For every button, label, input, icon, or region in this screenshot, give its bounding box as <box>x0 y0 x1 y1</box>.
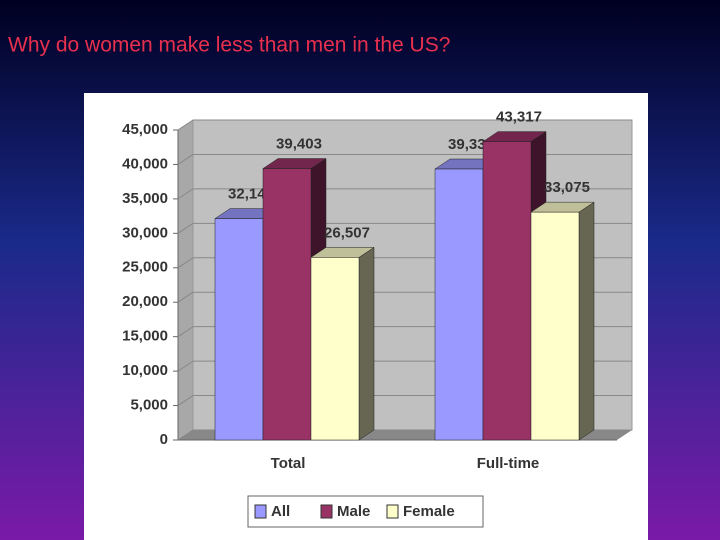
bar-front <box>434 168 484 441</box>
bar-side <box>578 201 595 441</box>
y-tick-label: 45,000 <box>122 121 168 138</box>
y-tick-label: 30,000 <box>122 224 168 241</box>
y-tick-label: 25,000 <box>122 259 168 276</box>
y-tick-label: 20,000 <box>122 293 168 310</box>
x-tick-label: Total <box>271 455 306 472</box>
bar-front <box>262 168 312 441</box>
x-tick-label: Full-time <box>477 455 540 472</box>
bar-side <box>358 246 375 441</box>
y-tick-label: 35,000 <box>122 190 168 207</box>
bar-front <box>530 211 580 441</box>
bar <box>310 246 375 441</box>
value-label: 43,317 <box>496 109 542 126</box>
bar-front <box>214 218 264 441</box>
y-tick-label: 10,000 <box>122 362 168 379</box>
y-tick-label: 40,000 <box>122 155 168 172</box>
legend-swatch <box>254 504 267 519</box>
grid-line <box>177 360 194 372</box>
grid-line <box>177 188 194 200</box>
y-tick-label: 15,000 <box>122 328 168 345</box>
grid-line <box>177 291 194 303</box>
bar <box>530 201 595 441</box>
legend-swatch <box>320 504 333 519</box>
grid-line <box>177 395 194 406</box>
value-label: 39,403 <box>276 136 322 153</box>
value-label: 33,075 <box>544 179 590 196</box>
y-tick-label: 0 <box>160 431 168 448</box>
bar-front <box>310 257 360 441</box>
slide-title: Why do women make less than men in the U… <box>8 34 450 57</box>
grid-line <box>177 154 194 165</box>
value-label: 39,336 <box>448 136 494 153</box>
grid-line <box>177 257 194 269</box>
grid-line <box>177 119 194 131</box>
grid-line <box>177 222 194 234</box>
legend-label: All <box>271 503 290 520</box>
legend-label: Male <box>337 503 370 520</box>
grid-line <box>177 429 194 441</box>
legend <box>247 495 484 528</box>
grid-line <box>177 326 194 338</box>
legend-swatch <box>386 504 399 519</box>
value-label: 32,140 <box>228 186 274 203</box>
legend-label: Female <box>403 503 455 520</box>
value-label: 26,507 <box>324 224 370 241</box>
y-tick-label: 5,000 <box>130 397 168 414</box>
bar-front <box>482 141 532 441</box>
side-wall <box>178 120 193 440</box>
